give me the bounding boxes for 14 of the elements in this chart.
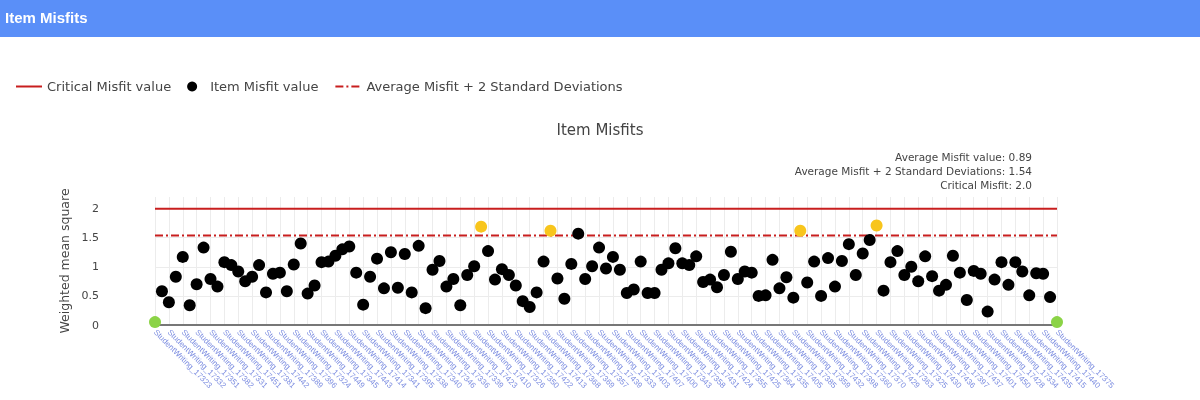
text: Average Misfit + 2 Standard Deviations: 1.54 [794, 164, 1033, 177]
y-tick-label: 0 [92, 318, 99, 332]
y-tick-label: 1.5 [81, 231, 99, 245]
legend-label: Item Misfit value [210, 79, 319, 94]
legend-label: Critical Misfit value [47, 79, 172, 94]
chart-subtitle: Item Misfits [556, 120, 644, 139]
y-axis-title: Weighted mean square [56, 188, 72, 334]
chart-title: Item Misfits [5, 9, 88, 26]
y-tick-label: 0.5 [81, 289, 99, 303]
text: Average Misfit value: 0.89 [895, 150, 1032, 163]
y-tick-label: 1 [92, 260, 99, 274]
legend-label: Average Misfit + 2 Standard Deviations [366, 79, 623, 94]
text: Critical Misfit: 2.0 [940, 178, 1032, 191]
y-tick-label: 2 [92, 202, 99, 216]
